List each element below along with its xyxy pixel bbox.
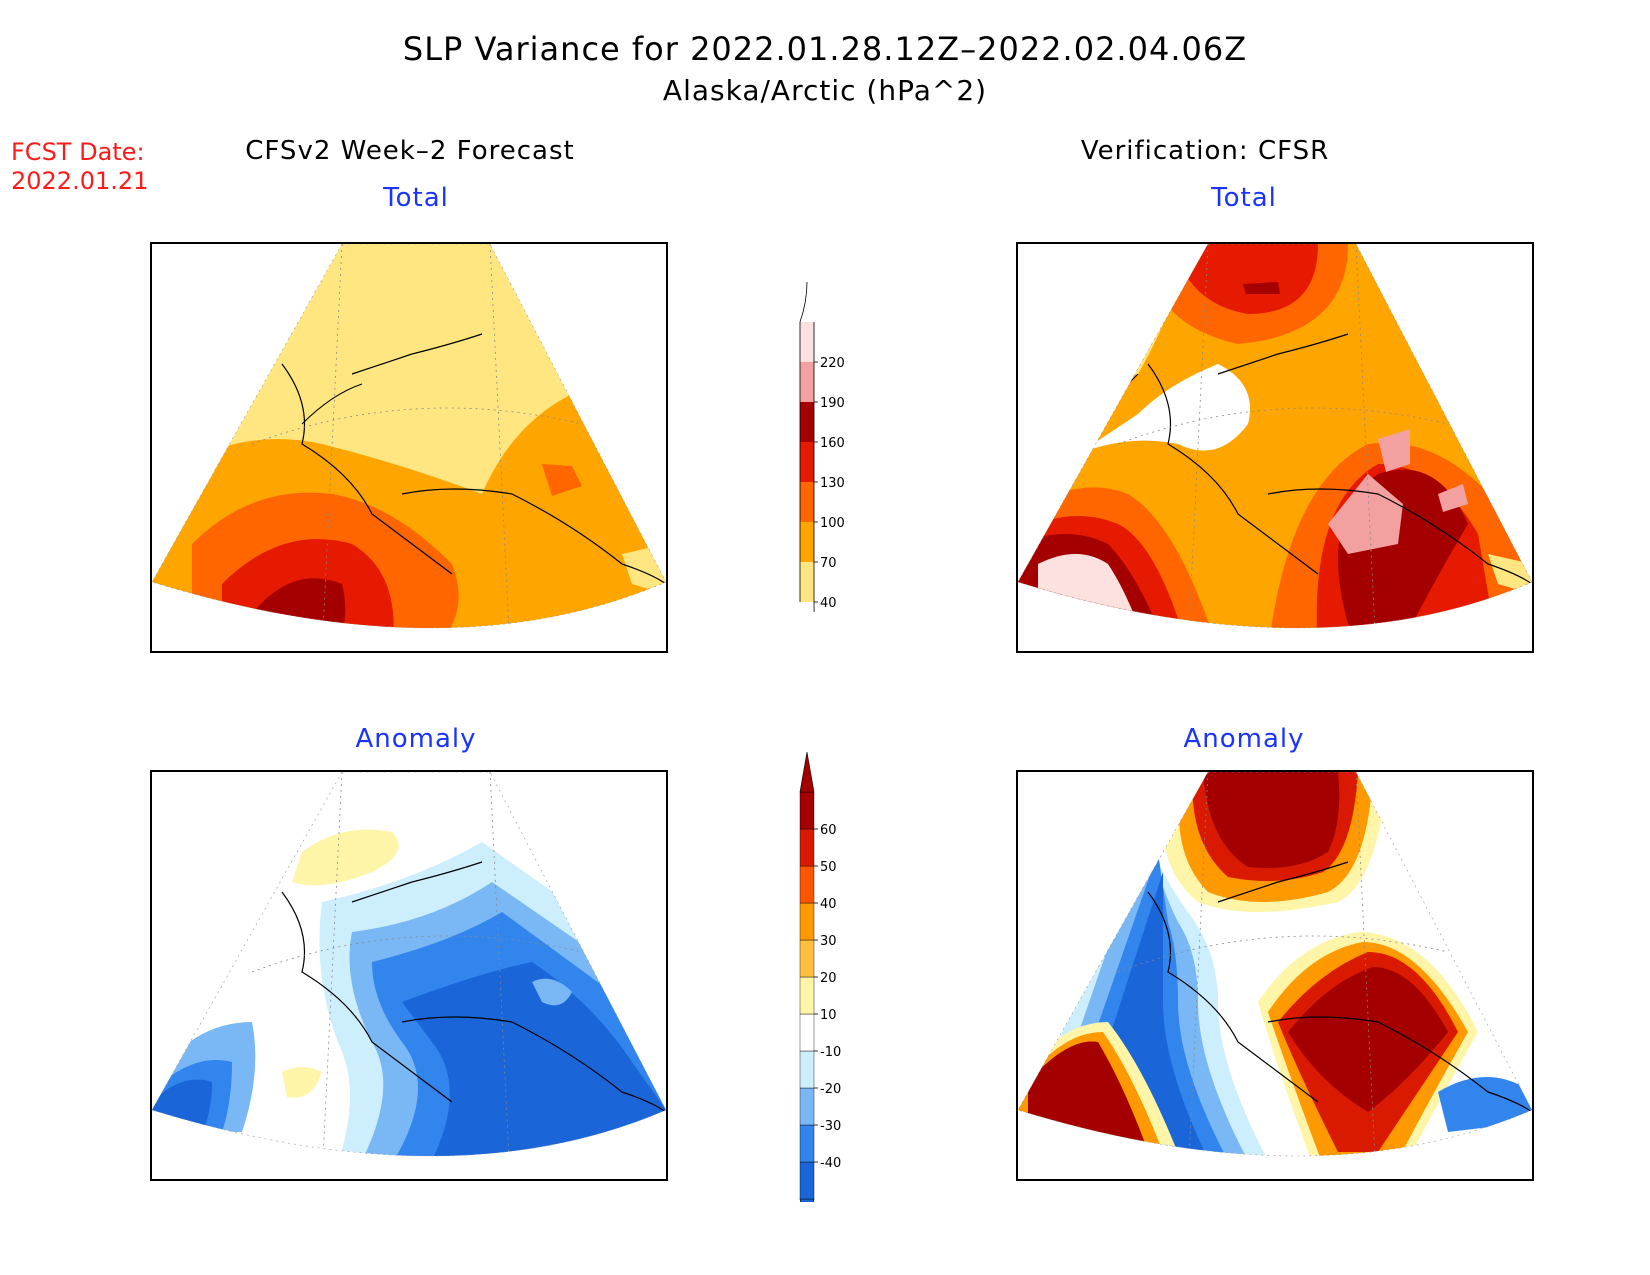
colorbar-total-label: 100 <box>820 516 845 531</box>
colorbar-total-swatch <box>800 362 814 402</box>
colorbar-total-label: 160 <box>820 436 845 451</box>
colorbar-anomaly-swatch <box>799 1013 815 1052</box>
colorbar-total-label: 70 <box>820 556 837 571</box>
colorbar-total-label: 130 <box>820 476 845 491</box>
colorbar-anomaly-swatch <box>799 1161 815 1200</box>
colorbar-anomaly-label: 50 <box>820 860 837 875</box>
colorbar-total: 40 70 100 130 160 190 220 <box>799 282 845 612</box>
colorbar-total-swatch <box>800 442 814 482</box>
colorbar-anomaly-label: 20 <box>820 971 837 986</box>
colorbar-anomaly-swatch <box>799 1050 815 1089</box>
map-verification-total <box>1016 242 1534 653</box>
map-forecast-total <box>150 242 668 653</box>
colorbar-anomaly-label: 60 <box>820 823 837 838</box>
map-subtitle: Alaska/Arctic (hPa^2) <box>662 74 988 107</box>
colorbar-total-swatch <box>800 482 814 522</box>
colorbar-anomaly-swatch <box>799 828 815 867</box>
colorbar-total-swatch <box>800 562 814 602</box>
colorbar-anomaly-swatch <box>799 791 815 830</box>
panel-title-forecast-total: Total <box>383 183 449 213</box>
map-title: SLP Variance for 2022.01.28.12Z–2022.02.… <box>402 30 1248 68</box>
fcst-date: FCST Date: 2022.01.21 <box>11 138 148 196</box>
panel-title-verification-total: Total <box>1211 183 1277 213</box>
column-title-verification: Verification: CFSR <box>1080 136 1330 166</box>
colorbar-total-label: 40 <box>820 596 837 611</box>
colorbar-anomaly: -40 -30 -20 -10 10 20 30 40 50 60 <box>799 752 841 1202</box>
panel-title-verification-anomaly: Anomaly <box>1183 724 1305 754</box>
fcst-date-label: FCST Date: <box>11 138 145 166</box>
colorbar-anomaly-swatch <box>799 902 815 941</box>
fcst-date-value: 2022.01.21 <box>11 167 149 195</box>
colorbar-anomaly-label: 30 <box>820 934 837 949</box>
colorbar-anomaly-label: -20 <box>820 1082 841 1097</box>
colorbar-total-swatch <box>800 322 814 362</box>
map-verification-anomaly <box>1016 770 1534 1181</box>
colorbar-anomaly-swatch <box>799 1124 815 1163</box>
map-forecast-anomaly <box>150 770 668 1181</box>
colorbar-total-label: 190 <box>820 396 845 411</box>
colorbar-anomaly-label: -30 <box>820 1119 841 1134</box>
colorbar-anomaly-swatch <box>799 1087 815 1126</box>
column-title-forecast: CFSv2 Week–2 Forecast <box>245 136 575 166</box>
colorbar-anomaly-label: 40 <box>820 897 837 912</box>
colorbar-anomaly-label: -10 <box>820 1045 841 1060</box>
colorbar-anomaly-swatch <box>799 939 815 978</box>
panel-title-forecast-anomaly: Anomaly <box>355 724 477 754</box>
colorbar-anomaly-label: 10 <box>820 1008 837 1023</box>
colorbar-anomaly-arrow-top <box>799 752 815 793</box>
colorbar-anomaly-arrow-bottom <box>799 1198 815 1202</box>
colorbar-anomaly-label: -40 <box>820 1156 841 1171</box>
colorbar-total-swatch <box>800 522 814 562</box>
colorbar-anomaly-swatch <box>799 976 815 1015</box>
colorbar-total-swatch <box>800 402 814 442</box>
colorbar-total-label: 220 <box>820 356 845 371</box>
colorbar-anomaly-swatch <box>799 865 815 904</box>
